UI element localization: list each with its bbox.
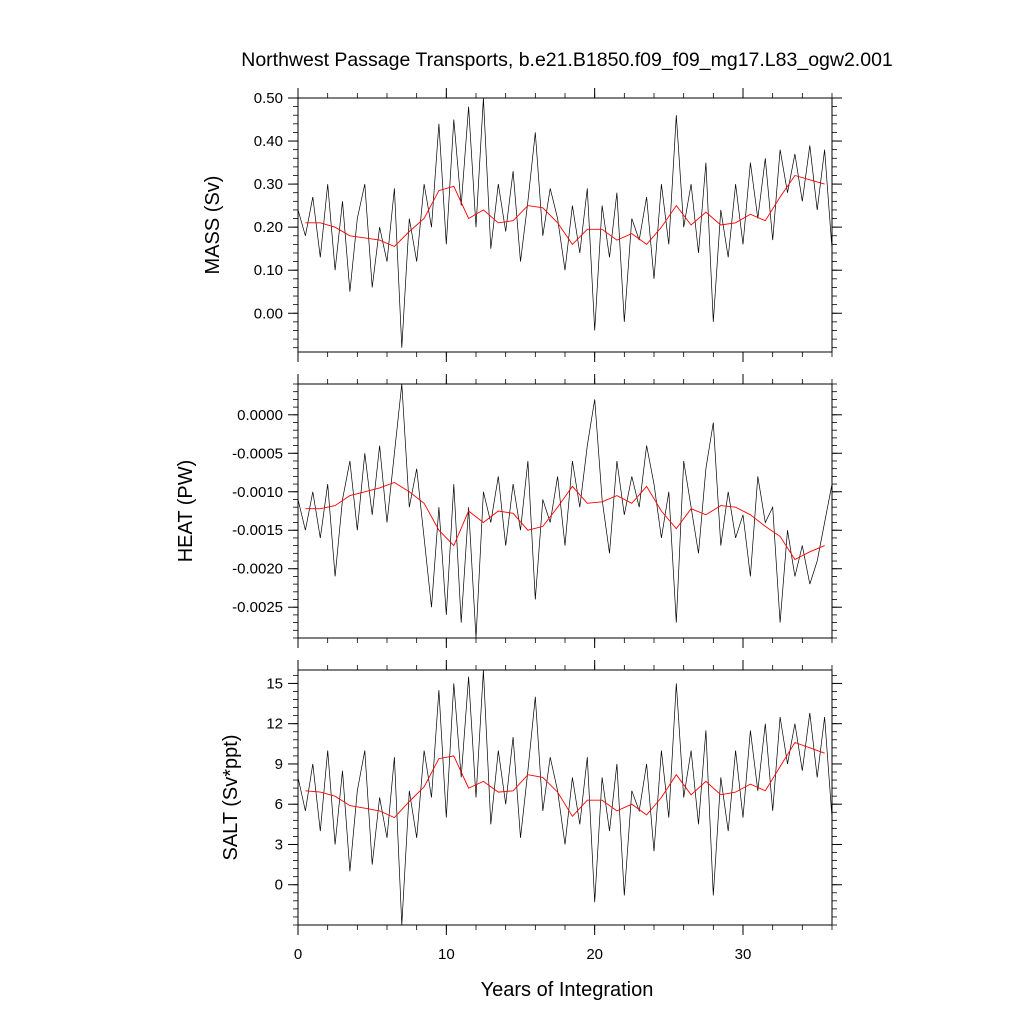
salt-y-tick-label: 12: [266, 716, 283, 733]
heat-y-tick-label: -0.0005: [232, 445, 283, 462]
salt-y-tick-label: 6: [275, 796, 283, 813]
mass-panel: 0.50 0.40 0.30 0.20 0.10 0.00 MASS (Sv): [202, 88, 842, 362]
salt-y-tick-label: 3: [275, 836, 283, 853]
mass-y-tick-label: 0.10: [254, 262, 283, 279]
salt-y-tick-label: 15: [266, 675, 283, 692]
x-tick-label: 20: [586, 946, 603, 963]
salt-monthly-line: [298, 670, 832, 925]
heat-y-tick-label: 0.0000: [237, 407, 283, 424]
mass-y-tick-label: 0.40: [254, 133, 283, 150]
x-tick-label: 10: [438, 946, 455, 963]
heat-y-tick-label: -0.0020: [232, 561, 283, 578]
mass-plot-frame: [297, 97, 833, 353]
heat-annual-mean-line: [305, 482, 825, 561]
heat-y-tick-label: -0.0010: [232, 484, 283, 501]
salt-annual-mean-line: [305, 741, 825, 819]
salt-y-tick-label: 9: [275, 756, 283, 773]
x-tick-label: 0: [294, 946, 302, 963]
heat-plot-frame: [297, 383, 833, 639]
mass-monthly-line: [298, 98, 832, 348]
mass-annual-mean-line: [305, 174, 825, 248]
mass-y-tick-label: 0.30: [254, 176, 283, 193]
heat-monthly-line: [298, 384, 832, 638]
salt-plot-frame: [297, 669, 833, 926]
mass-y-tick-label: 0.50: [254, 90, 283, 107]
mass-y-axis-label: MASS (Sv): [202, 176, 224, 275]
heat-y-tick-label: -0.0015: [232, 522, 283, 539]
heat-y-tick-label: -0.0025: [232, 599, 283, 616]
heat-panel: 0.0000 -0.0005 -0.0010 -0.0015 -0.0020 -0.002…: [175, 374, 842, 648]
chart-title: Northwest Passage Transports, b.e21.B185…: [241, 49, 893, 71]
salt-y-tick-label: 0: [275, 877, 283, 894]
x-axis-label: Years of Integration: [481, 979, 654, 1001]
mass-y-tick-label: 0.00: [254, 305, 283, 322]
salt-y-axis-label: SALT (Sv*ppt): [220, 735, 242, 861]
heat-y-axis-label: HEAT (PW): [175, 460, 197, 563]
x-tick-label: 30: [735, 946, 752, 963]
mass-y-tick-label: 0.20: [254, 219, 283, 236]
